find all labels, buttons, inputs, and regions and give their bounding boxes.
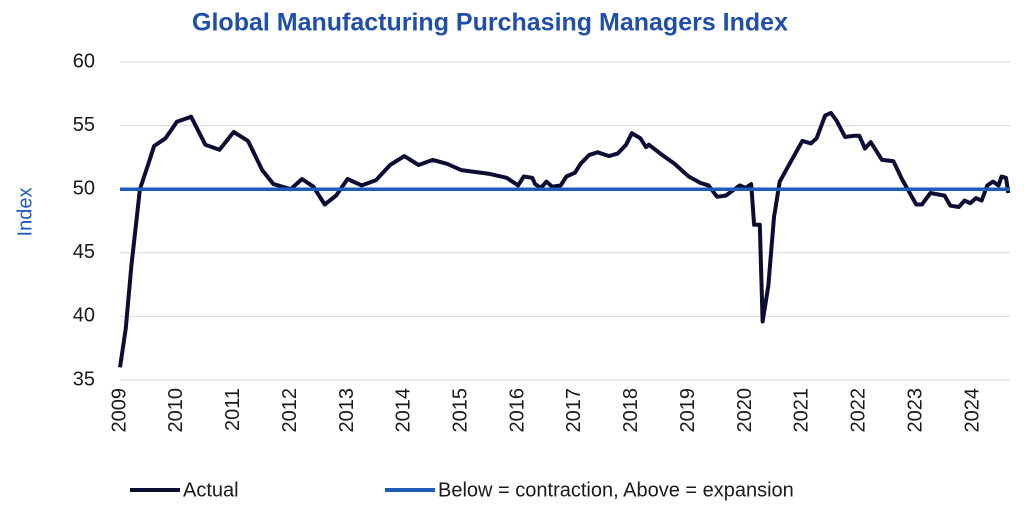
y-tick-label: 60 xyxy=(73,50,95,72)
x-tick-label: 2013 xyxy=(336,388,358,433)
x-tick-label: 2015 xyxy=(449,388,471,433)
x-tick-label: 2023 xyxy=(904,388,926,433)
x-tick-label: 2012 xyxy=(279,388,301,433)
x-tick-label: 2010 xyxy=(165,388,187,433)
y-tick-label: 35 xyxy=(73,368,95,390)
x-tick-label: 2009 xyxy=(108,388,130,433)
x-tick-label: 2016 xyxy=(506,388,528,433)
legend-label: Below = contraction, Above = expansion xyxy=(438,479,794,501)
series-line xyxy=(118,110,1011,368)
x-tick-label: 2024 xyxy=(961,388,983,433)
x-tick-label: 2011 xyxy=(222,388,244,431)
x-tick-label: 2019 xyxy=(677,388,699,433)
chart-title: Global Manufacturing Purchasing Managers… xyxy=(192,9,788,37)
x-tick-label: 2021 xyxy=(791,388,813,433)
x-tick-label: 2022 xyxy=(848,388,870,433)
y-axis-label: Index xyxy=(14,188,36,237)
legend-label: Actual xyxy=(183,479,239,501)
y-tick-label: 45 xyxy=(73,241,95,263)
y-tick-label: 55 xyxy=(73,114,95,136)
x-tick-label: 2014 xyxy=(393,388,415,433)
y-tick-label: 40 xyxy=(73,305,95,327)
x-tick-label: 2020 xyxy=(734,388,756,433)
x-tick-label: 2018 xyxy=(620,388,642,433)
y-tick-label: 50 xyxy=(73,177,95,199)
x-tick-label: 2017 xyxy=(563,388,585,433)
